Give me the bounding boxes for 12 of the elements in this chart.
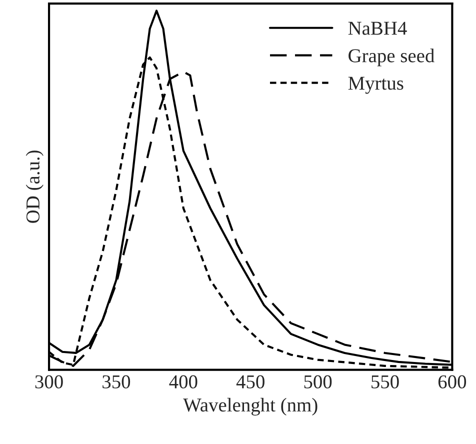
legend-label: NaBH4: [348, 22, 407, 35]
legend-label: Grape seed: [348, 48, 434, 66]
x-tick-label: 600: [438, 375, 466, 388]
x-tick-label: 500: [304, 375, 332, 388]
x-tick-label: 400: [169, 375, 198, 388]
x-tick-label: 450: [236, 375, 264, 388]
y-axis-title: OD (a.u.): [26, 150, 44, 223]
x-tick-label: 350: [102, 375, 130, 388]
x-axis-title: Wavelenght (nm): [183, 398, 318, 416]
x-tick-label: 300: [35, 375, 63, 388]
legend-label: Myrtus: [348, 76, 404, 94]
x-tick-label: 550: [372, 375, 399, 388]
